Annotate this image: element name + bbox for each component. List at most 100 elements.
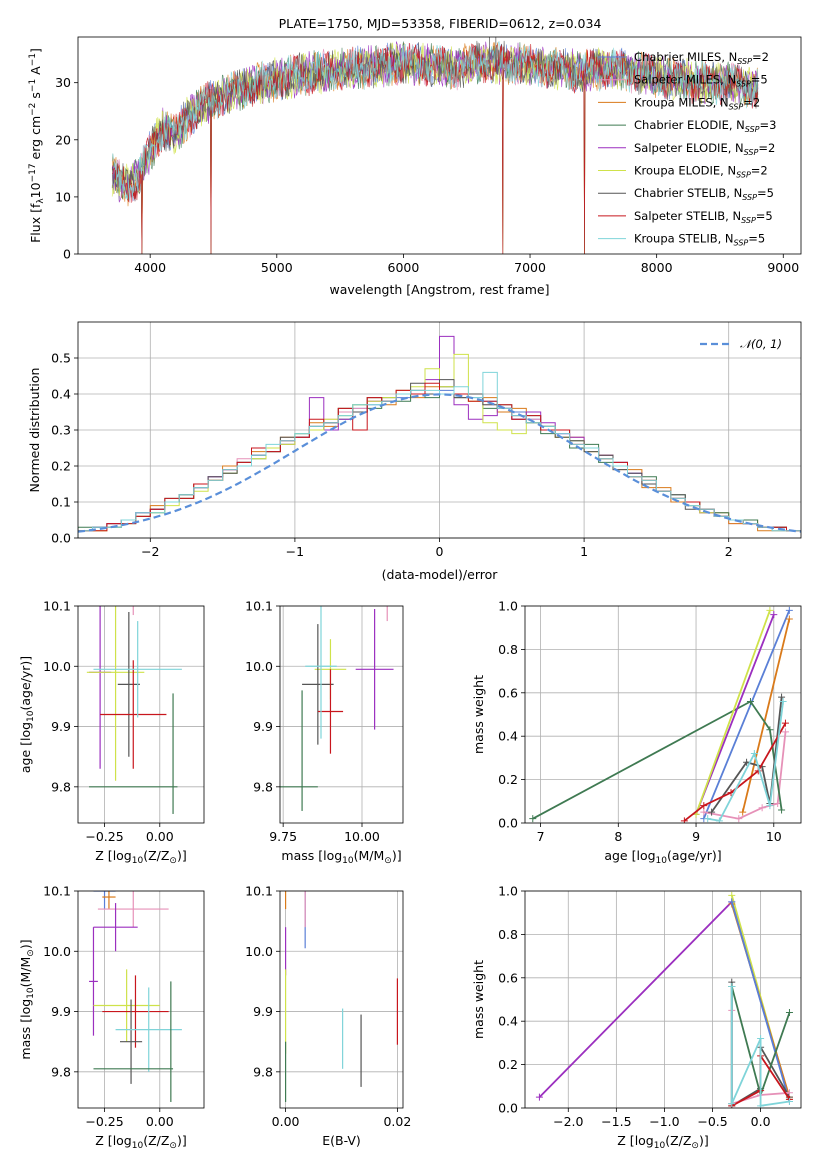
label-part: 10: [656, 856, 668, 866]
x-axis-label: mass [log10(M/M⊙)]: [281, 848, 401, 866]
point-marker: [535, 1093, 543, 1101]
point-marker: [728, 891, 736, 899]
plot-area: [284, 891, 399, 1102]
point-marker: [757, 1035, 765, 1043]
point-marker: [704, 815, 712, 823]
label-part: Z [: [95, 1133, 112, 1148]
plot-area: [529, 606, 793, 823]
x-axis-label: E(B-V): [322, 1133, 361, 1148]
legend-sub: SSP: [734, 239, 749, 248]
x-axis-label: Z [log10(Z/Z⊙)]: [617, 1133, 708, 1151]
x-tick-label: −0.25: [85, 1114, 123, 1129]
point-marker: [728, 1100, 736, 1108]
x-tick-label: 6000: [388, 260, 420, 275]
label-part: (age/yr)]: [667, 848, 722, 863]
x-tick-label: −1.0: [649, 1114, 679, 1129]
y-tick-label: 0: [63, 247, 71, 262]
y-tick-label: 9.8: [51, 1064, 71, 1079]
x-tick-label: −0.25: [85, 829, 123, 844]
y-tick-label: 1.0: [498, 884, 518, 899]
x-axis-label: age [log10(age/yr)]: [604, 848, 721, 866]
point-marker: [746, 697, 754, 705]
label-part: Flux [: [28, 208, 43, 243]
y-axis-label: Normed distribution: [27, 368, 42, 493]
label-part: (M/M: [18, 957, 33, 988]
axes-frame: [77, 605, 205, 824]
y-tick-label: 1.0: [498, 599, 518, 614]
legend-suffix: =2: [743, 95, 760, 109]
chart-title: PLATE=1750, MJD=53358, FIBERID=0612, z=0…: [279, 16, 602, 31]
y-tick-label: 30: [55, 75, 71, 90]
label-part: 10: [26, 710, 36, 722]
legend-entry: Salpeter ELODIE, NSSP=2: [634, 141, 775, 157]
legend-entry: Chabrier MILES, NSSP=2: [634, 50, 769, 66]
label-part: mass [: [281, 848, 323, 863]
legend-entry: Kroupa STELIB, NSSP=5: [634, 232, 765, 248]
legend-sub: SSP: [744, 148, 759, 157]
label-part: (Z/Z: [665, 1133, 691, 1148]
histogram-axes: −2 −1 0 1 2 0.0 0.1 0.2 0.3 0.4 0.5 (data-model)/er…: [27, 321, 802, 582]
weight-line: [695, 609, 771, 815]
y-tick-label: 0.0: [498, 816, 518, 831]
plot-area: [86, 606, 182, 814]
y-tick-label: 9.9: [253, 719, 273, 734]
legend-name: Chabrier MILES, N: [634, 50, 737, 64]
label-part: −17: [28, 163, 38, 182]
label-part: 10: [28, 182, 43, 198]
y-tick-label: 10.0: [245, 659, 273, 674]
label-part: −1: [28, 53, 38, 66]
y-tick-label: 10.1: [43, 884, 71, 899]
x-axis-label: Z [log10(Z/Z⊙)]: [95, 1133, 186, 1151]
weight-line: [532, 700, 783, 820]
label-part: ]: [28, 48, 43, 53]
x-tick-label: 4000: [134, 260, 166, 275]
label-part: ⊙: [384, 856, 392, 866]
x-tick-label: −2: [141, 544, 159, 559]
x-tick-label: −2.0: [553, 1114, 583, 1129]
y-axis-label: mass weight: [471, 960, 486, 1039]
point-marker: [700, 802, 708, 810]
x-tick-label: 5000: [261, 260, 293, 275]
legend-suffix: =5: [757, 186, 774, 200]
legend-suffix: =5: [756, 209, 773, 223]
x-tick-label: 8000: [641, 260, 673, 275]
axes-frame: [279, 890, 404, 1109]
point-marker: [739, 808, 747, 816]
legend-suffix: =5: [751, 73, 768, 87]
y-tick-label: 10.1: [245, 884, 273, 899]
legend-name: Kroupa ELODIE, N: [634, 164, 736, 178]
point-marker: [728, 982, 736, 990]
label-part: ⊙: [691, 1141, 699, 1151]
y-tick-label: 10.1: [245, 599, 273, 614]
legend-entry: Salpeter STELIB, NSSP=5: [634, 209, 773, 225]
mass-vs-ebv-axes: 0.00 0.02 9.8 9.9 10.0 10.1 E(B-V): [245, 884, 411, 1149]
legend-entry: Chabrier STELIB, NSSP=5: [634, 186, 774, 202]
y-axis-label: Flux [fλ10−17 erg cm−2 s−1 A−1]: [28, 48, 46, 243]
y-tick-label: 0.0: [51, 531, 71, 546]
label-part: log: [113, 1133, 132, 1148]
plot-area: [535, 891, 793, 1108]
label-part: 10: [26, 987, 36, 999]
y-tick-label: 9.8: [253, 779, 273, 794]
x-tick-label: 10.00: [344, 829, 380, 844]
mass-vs-z-axes: −0.25 0.009.89.910.010.1Z [log10(Z/Z⊙)]ma…: [18, 884, 205, 1151]
legend-sub: SSP: [741, 216, 756, 225]
weight-line: [730, 901, 791, 1102]
label-part: log: [636, 848, 655, 863]
point-marker: [779, 697, 787, 705]
label-part: s: [28, 92, 43, 103]
legend-sub: SSP: [742, 193, 757, 202]
legend-suffix: =3: [760, 118, 777, 132]
y-tick-label: 0.8: [498, 927, 518, 942]
label-part: )]: [177, 1133, 187, 1148]
y-tick-label: 0.6: [498, 685, 518, 700]
label-part: (age/yr)]: [18, 656, 33, 711]
x-tick-label: 2: [725, 544, 733, 559]
y-tick-label: 9.9: [253, 1004, 273, 1019]
legend-suffix: =2: [752, 50, 769, 64]
legend-name: Kroupa STELIB, N: [634, 232, 734, 246]
y-tick-label: 10: [55, 189, 71, 204]
x-axis-label: (data-model)/error: [382, 567, 499, 582]
point-marker: [728, 898, 736, 906]
y-axis-label: age [log10(age/yr)]: [18, 656, 36, 773]
